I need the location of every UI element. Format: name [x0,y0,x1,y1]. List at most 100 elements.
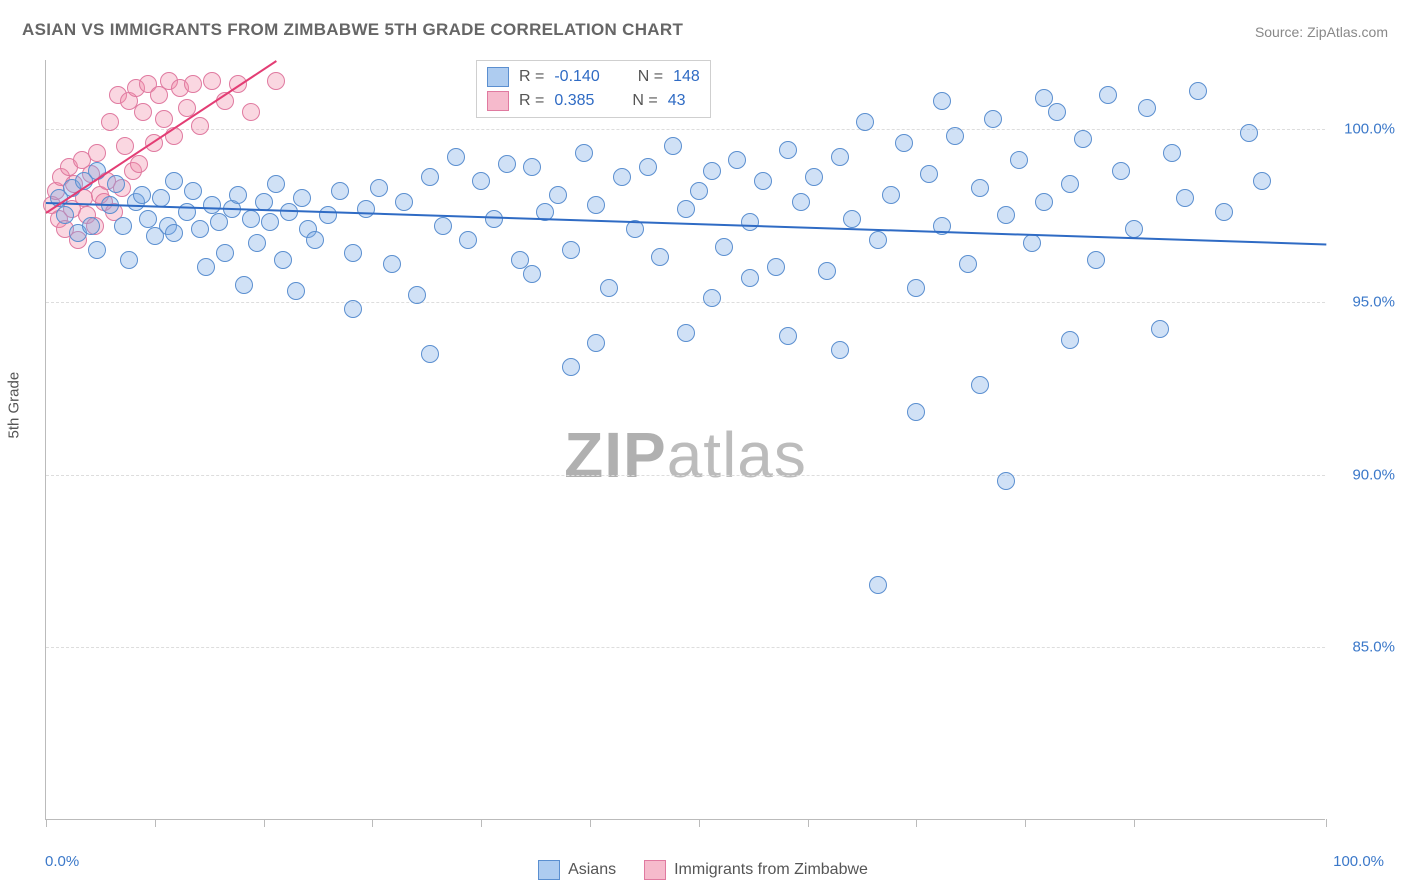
scatter-point-a [754,172,772,190]
swatch-a-icon [487,67,509,87]
scatter-point-a [792,193,810,211]
scatter-point-b [184,75,202,93]
legend-row-a: R = -0.140 N = 148 [487,65,700,89]
scatter-point-a [88,241,106,259]
scatter-point-a [843,210,861,228]
scatter-point-a [114,217,132,235]
n-value: 43 [668,92,686,110]
legend-label: Immigrants from Zimbabwe [674,861,868,879]
scatter-point-a [1215,203,1233,221]
scatter-point-a [261,213,279,231]
scatter-point-a [235,276,253,294]
scatter-point-a [447,148,465,166]
legend-item-b: Immigrants from Zimbabwe [644,860,868,880]
scatter-point-b [155,110,173,128]
scatter-point-a [485,210,503,228]
y-tick-label: 95.0% [1335,293,1395,310]
scatter-point-b [116,137,134,155]
gridline [46,129,1325,130]
source-label: Source: ZipAtlas.com [1255,24,1388,40]
scatter-point-a [1253,172,1271,190]
gridline [46,475,1325,476]
scatter-point-b [134,103,152,121]
scatter-point-a [1138,99,1156,117]
x-tick [264,819,265,827]
scatter-point-a [818,262,836,280]
swatch-b-icon [644,860,666,880]
scatter-point-a [165,172,183,190]
scatter-point-a [1163,144,1181,162]
x-tick [699,819,700,827]
scatter-point-a [82,217,100,235]
scatter-point-a [1112,162,1130,180]
x-tick [590,819,591,827]
scatter-point-b [130,155,148,173]
scatter-point-a [133,186,151,204]
r-label: R = [519,92,544,110]
y-tick-label: 85.0% [1335,639,1395,656]
x-tick [155,819,156,827]
scatter-point-a [856,113,874,131]
scatter-point-a [639,158,657,176]
scatter-point-a [331,182,349,200]
x-tick [372,819,373,827]
scatter-point-a [613,168,631,186]
scatter-point-b [88,144,106,162]
scatter-point-b [101,113,119,131]
scatter-point-a [959,255,977,273]
scatter-point-a [1048,103,1066,121]
scatter-point-a [408,286,426,304]
n-value: 148 [673,68,700,86]
scatter-point-a [1189,82,1207,100]
scatter-point-a [882,186,900,204]
scatter-point-a [383,255,401,273]
scatter-point-a [895,134,913,152]
scatter-point-a [459,231,477,249]
y-tick-label: 90.0% [1335,466,1395,483]
scatter-point-a [779,327,797,345]
scatter-point-a [562,241,580,259]
scatter-point-a [779,141,797,159]
scatter-point-a [1061,331,1079,349]
scatter-point-a [523,158,541,176]
scatter-point-a [1240,124,1258,142]
scatter-point-a [306,231,324,249]
scatter-point-a [997,206,1015,224]
scatter-point-a [1061,175,1079,193]
scatter-point-a [933,92,951,110]
scatter-point-a [971,179,989,197]
scatter-point-a [395,193,413,211]
scatter-point-b [203,72,221,90]
scatter-point-a [287,282,305,300]
scatter-point-a [210,213,228,231]
scatter-point-a [56,206,74,224]
series-legend: Asians Immigrants from Zimbabwe [0,860,1406,880]
scatter-point-a [946,127,964,145]
scatter-point-a [805,168,823,186]
scatter-point-a [1023,234,1041,252]
scatter-point-a [562,358,580,376]
x-tick [46,819,47,827]
scatter-point-a [1074,130,1092,148]
scatter-point-a [434,217,452,235]
legend-item-a: Asians [538,860,616,880]
scatter-point-a [1125,220,1143,238]
scatter-point-a [984,110,1002,128]
scatter-point-a [1087,251,1105,269]
scatter-point-b [191,117,209,135]
scatter-point-a [1035,193,1053,211]
scatter-point-b [267,72,285,90]
scatter-point-a [715,238,733,256]
x-tick [1326,819,1327,827]
scatter-point-a [274,251,292,269]
scatter-point-a [472,172,490,190]
scatter-point-a [120,251,138,269]
scatter-point-a [523,265,541,283]
scatter-point-a [703,162,721,180]
scatter-point-a [741,213,759,231]
scatter-point-a [229,186,247,204]
scatter-point-a [831,341,849,359]
scatter-point-a [741,269,759,287]
scatter-point-a [1010,151,1028,169]
scatter-point-a [248,234,266,252]
